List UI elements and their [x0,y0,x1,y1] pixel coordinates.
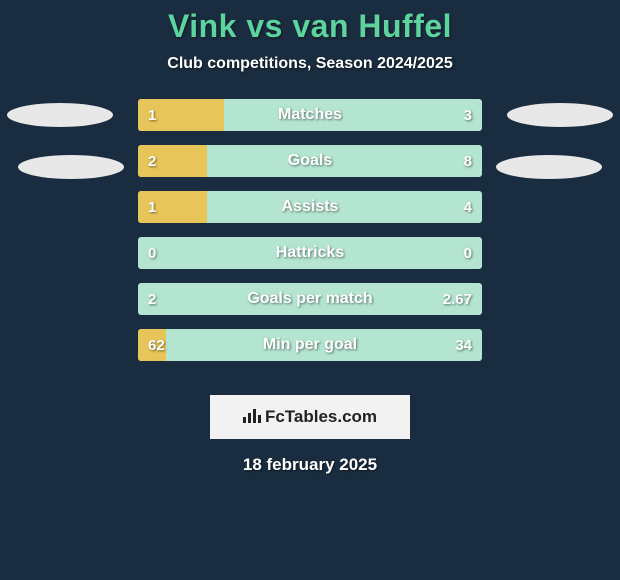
stat-label: Assists [138,191,482,223]
stat-label: Goals per match [138,283,482,315]
stat-bars: 13Matches 28Goals 14Assists 00Hattricks 22.6… [138,99,482,375]
player-left-shape-2 [18,155,124,179]
stat-row: 28Goals [138,145,482,177]
stat-label: Goals [138,145,482,177]
stat-row: 00Hattricks [138,237,482,269]
brand-box[interactable]: FcTables.com [210,395,410,439]
player-right-shape-2 [496,155,602,179]
stat-label: Matches [138,99,482,131]
stat-label: Min per goal [138,329,482,361]
stat-label: Hattricks [138,237,482,269]
stats-area: 13Matches 28Goals 14Assists 00Hattricks 22.6… [0,99,620,389]
stat-row: 13Matches [138,99,482,131]
brand-label: FcTables.com [265,407,377,427]
stat-row: 22.67Goals per match [138,283,482,315]
chart-icon [243,407,261,428]
stat-row: 6234Min per goal [138,329,482,361]
player-left-shape-1 [7,103,113,127]
subtitle: Club competitions, Season 2024/2025 [0,55,620,73]
stat-row: 14Assists [138,191,482,223]
player-right-shape-1 [507,103,613,127]
page-title: Vink vs van Huffel [0,0,620,45]
date-label: 18 february 2025 [0,455,620,475]
